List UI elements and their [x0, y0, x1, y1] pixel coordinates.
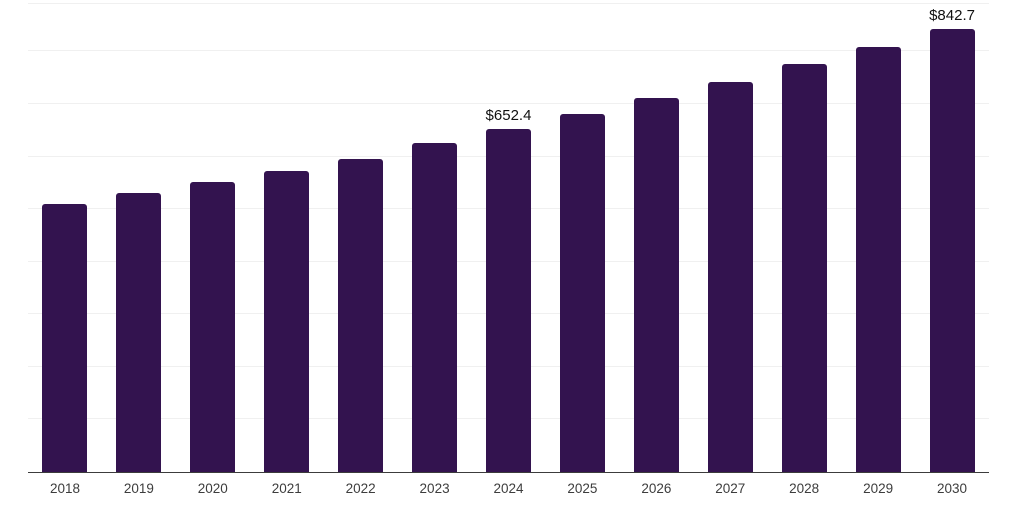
gridline [28, 50, 989, 52]
bar [338, 158, 384, 472]
bar-value-label: $652.4 [485, 106, 532, 124]
x-tick-label: 2024 [493, 481, 524, 496]
x-tick-label: 2021 [271, 481, 302, 496]
bar [855, 46, 901, 472]
bar-band: $842.7 [915, 4, 989, 472]
x-tick-label: 2020 [197, 481, 228, 496]
bar [781, 63, 827, 472]
bar-series: $652.4 $842.7 [28, 4, 989, 472]
bar [264, 170, 310, 472]
bar-band [693, 4, 767, 472]
x-tick-label: 2027 [715, 481, 746, 496]
gridline [28, 102, 989, 104]
x-tick-label: 2023 [419, 481, 450, 496]
bar-band [767, 4, 841, 472]
x-tick-label: 2019 [123, 481, 154, 496]
x-tick-label: 2030 [937, 481, 968, 496]
bar [412, 143, 458, 472]
bar [633, 98, 679, 472]
x-tick-label: 2028 [789, 481, 820, 496]
bar-band [176, 4, 250, 472]
x-tick-label: 2025 [567, 481, 598, 496]
bar-band [545, 4, 619, 472]
plot-area: $652.4 $842.7 [28, 3, 989, 473]
x-tick-label: 2029 [863, 481, 894, 496]
x-tick-label: 2022 [345, 481, 376, 496]
x-tick-label: 2018 [49, 481, 80, 496]
bar-band [398, 4, 472, 472]
bar-band [102, 4, 176, 472]
bar-band: $652.4 [472, 4, 546, 472]
bar [190, 181, 236, 472]
bar-band [250, 4, 324, 472]
bar-value-label: $842.7 [929, 6, 975, 24]
bar [42, 203, 88, 472]
bar [116, 192, 162, 472]
bar-band [619, 4, 693, 472]
x-axis-tick-labels: 2018 2019 2020 2021 2022 2023 2024 2025 2026 2027… [28, 472, 989, 512]
bar [707, 82, 753, 472]
bar [559, 113, 605, 472]
bar-band [841, 4, 915, 472]
bar: $842.7 [929, 7, 975, 472]
bar-band [28, 4, 102, 472]
bar-band [324, 4, 398, 472]
bar: $652.4 [486, 107, 531, 472]
x-tick-label: 2026 [641, 481, 672, 496]
